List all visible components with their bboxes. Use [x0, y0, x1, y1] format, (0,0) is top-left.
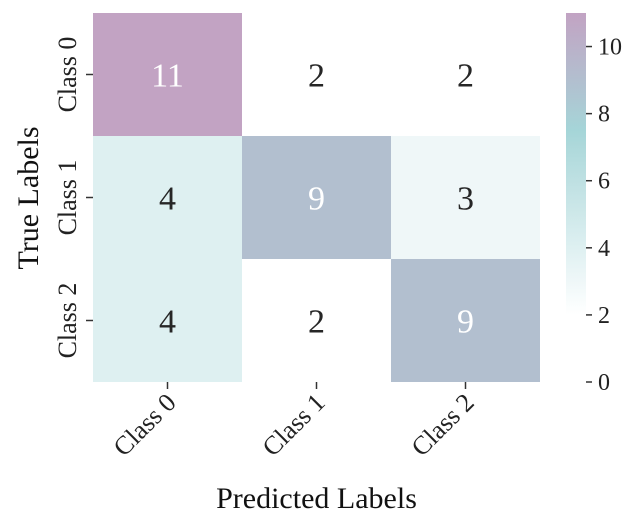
heatmap-cell	[391, 13, 540, 136]
y-axis-label: True Labels	[12, 126, 45, 269]
colorbar-tick-label: 10	[598, 35, 622, 61]
heatmap-cell	[93, 13, 242, 136]
x-axis-label: Predicted Labels	[216, 482, 417, 515]
colorbar-tick-label: 8	[598, 102, 610, 128]
cell-value-label: 2	[308, 304, 325, 341]
cell-value-label: 2	[308, 58, 325, 95]
y-tick-label: Class 0	[53, 37, 82, 113]
cell-value-label: 4	[159, 304, 176, 341]
cell-value-label: 4	[159, 181, 176, 218]
heatmap-cell	[391, 136, 540, 259]
cell-value-label: 9	[308, 181, 325, 218]
heatmap-cell	[242, 13, 391, 136]
cell-value-label: 11	[151, 58, 184, 95]
colorbar-tick-label: 0	[598, 370, 610, 396]
colorbar	[566, 13, 586, 382]
colorbar-tick-label: 6	[598, 169, 610, 195]
x-tick-label: Class 0	[108, 388, 182, 462]
heatmap-cell	[93, 136, 242, 259]
heatmap-cell	[242, 259, 391, 382]
x-axis-ticks: Class 0 Class 1 Class 2	[108, 382, 480, 462]
colorbar-tick-label: 4	[598, 236, 610, 262]
heatmap-cell	[93, 259, 242, 382]
heatmap-cells: 11 2 2 4 9 3 4 2 9	[93, 13, 540, 382]
y-tick-label: Class 2	[53, 283, 82, 359]
x-tick-label: Class 1	[257, 388, 331, 462]
colorbar-ticks: 0 2 4 6 8 10	[586, 35, 622, 396]
x-tick-label: Class 2	[406, 388, 480, 462]
colorbar-tick-label: 2	[598, 303, 610, 329]
cell-value-label: 3	[457, 181, 474, 218]
heatmap-cell	[242, 136, 391, 259]
y-axis-ticks: Class 0 Class 1 Class 2	[53, 37, 93, 359]
y-tick-label: Class 1	[53, 160, 82, 236]
heatmap-cell	[391, 259, 540, 382]
cell-value-label: 9	[457, 304, 474, 341]
cell-value-label: 2	[457, 58, 474, 95]
